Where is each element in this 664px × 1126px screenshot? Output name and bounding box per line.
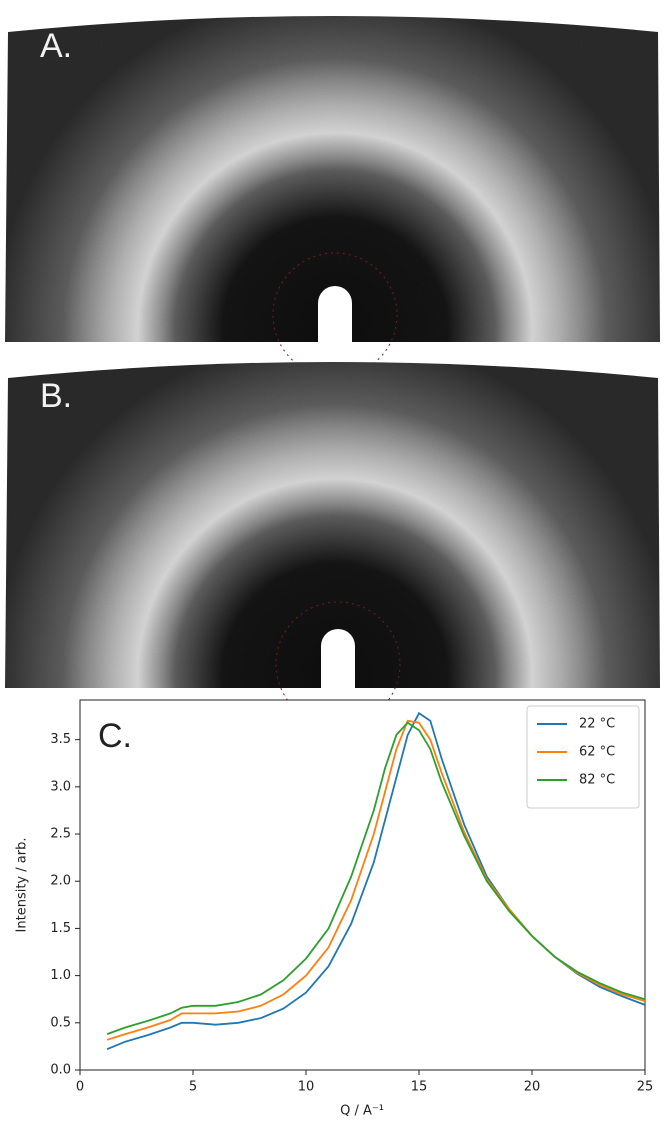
data-line	[106, 721, 646, 1035]
y-tick-label: 2.5	[50, 827, 71, 842]
x-tick-label: 0	[76, 1080, 84, 1095]
x-axis-label: Q / A⁻¹	[340, 1104, 384, 1119]
y-tick-label: 1.5	[50, 921, 71, 936]
x-tick-label: 20	[524, 1080, 541, 1095]
y-tick-label: 0.0	[50, 1063, 71, 1078]
legend-label: 22 °C	[579, 717, 615, 732]
y-tick-label: 0.5	[50, 1015, 71, 1030]
chart: C. Q / A⁻¹ Intensity / arb. 0 5 10 15 20 25 0.…	[15, 699, 654, 1119]
panel-a: A.	[5, 16, 660, 378]
x-tick-label: 15	[411, 1080, 428, 1095]
y-tick-label: 2.0	[50, 874, 71, 889]
panel-label: C.	[98, 717, 132, 755]
legend-label: 82 °C	[579, 773, 615, 788]
y-tick-label: 3.5	[50, 732, 71, 747]
y-axis-label: Intensity / arb.	[15, 838, 30, 933]
legend-label: 62 °C	[579, 745, 615, 760]
y-tick-label: 3.0	[50, 779, 71, 794]
panel-label: B.	[40, 377, 72, 415]
legend-box	[526, 705, 640, 809]
x-tick-label: 10	[298, 1080, 315, 1095]
panel-label: A.	[40, 27, 72, 65]
y-tick-label: 1.0	[50, 968, 71, 983]
x-tick-label: 5	[189, 1080, 197, 1095]
x-tick-label: 25	[637, 1080, 654, 1095]
panel-b: B.	[5, 362, 660, 727]
